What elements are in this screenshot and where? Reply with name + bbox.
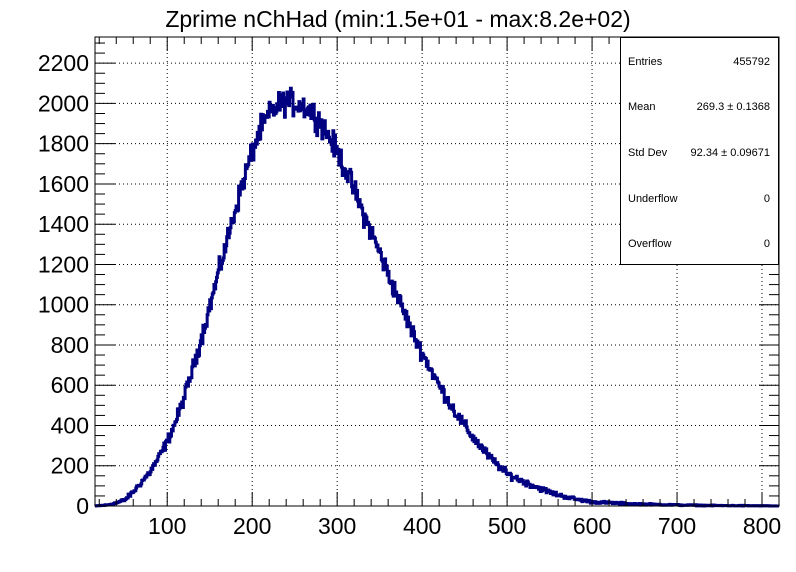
stats-mean-label: Mean — [628, 101, 656, 113]
x-tick-labels: 100 200 300 400 500 600 700 800 — [148, 513, 781, 539]
x-tick-label: 400 — [403, 513, 441, 539]
y-tick-label: 1800 — [38, 131, 89, 157]
y-tick-label: 1400 — [38, 211, 89, 237]
x-tick-label: 600 — [573, 513, 611, 539]
stats-box: Entries 455792 Mean 269.3 ± 0.1368 Std D… — [620, 37, 779, 265]
y-tick-label: 200 — [51, 453, 89, 479]
stats-row-stddev: Std Dev 92.34 ± 0.09671 — [628, 147, 770, 161]
chart-title: Zprime nChHad (min:1.5e+01 - max:8.2e+02… — [165, 6, 631, 32]
stats-row-entries: Entries 455792 — [628, 56, 770, 70]
y-tick-label: 1600 — [38, 171, 89, 197]
stats-underflow-label: Underflow — [628, 193, 678, 205]
stats-row-mean: Mean 269.3 ± 0.1368 — [628, 101, 770, 115]
x-tick-label: 500 — [488, 513, 526, 539]
stats-overflow-value: 0 — [763, 238, 770, 250]
y-tick-label: 800 — [51, 332, 89, 358]
x-tick-label: 300 — [318, 513, 356, 539]
y-tick-label: 1000 — [38, 292, 89, 318]
y-tick-label: 1200 — [38, 251, 89, 277]
x-tick-label: 100 — [148, 513, 186, 539]
y-tick-labels: 0 200 400 600 800 1000 1200 1400 1600 1800 2000 220… — [38, 50, 89, 519]
x-tick-label: 800 — [743, 513, 781, 539]
y-tick-label: 2200 — [38, 50, 89, 76]
y-tick-label: 400 — [51, 412, 89, 438]
stats-mean-value: 269.3 ± 0.1368 — [696, 101, 770, 113]
stats-overflow-label: Overflow — [628, 238, 672, 250]
y-tick-label: 0 — [76, 493, 89, 519]
stats-underflow-value: 0 — [763, 193, 770, 205]
stats-stddev-value: 92.34 ± 0.09671 — [690, 147, 770, 159]
stats-stddev-label: Std Dev — [628, 147, 668, 159]
stats-entries-label: Entries — [628, 56, 663, 68]
y-tick-label: 2000 — [38, 90, 89, 116]
histogram-line — [94, 86, 780, 508]
y-tick-label: 600 — [51, 372, 89, 398]
stats-row-underflow: Underflow 0 — [628, 193, 770, 207]
x-tick-label: 200 — [233, 513, 271, 539]
x-tick-label: 700 — [658, 513, 696, 539]
stats-entries-value: 455792 — [733, 56, 770, 68]
plot-frame — [94, 36, 780, 507]
histogram-series — [94, 86, 780, 508]
stats-row-overflow: Overflow 0 — [628, 238, 770, 252]
